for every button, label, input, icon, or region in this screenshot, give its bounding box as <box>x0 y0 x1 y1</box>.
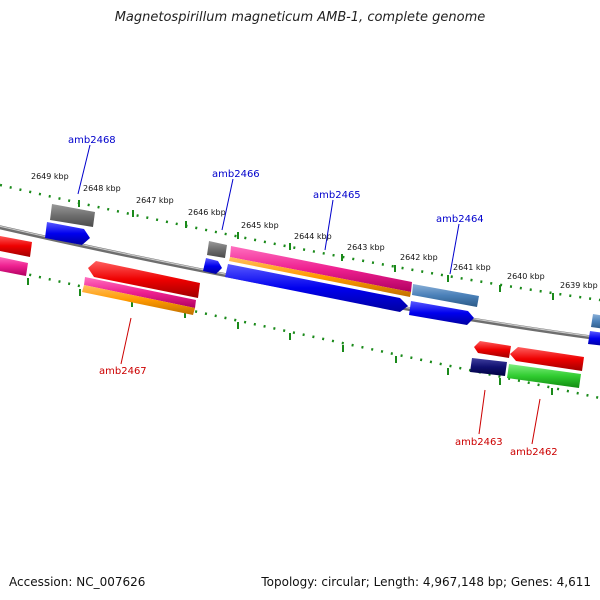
kbp-label: 2644 kbp <box>294 232 332 241</box>
gene-feature <box>591 314 600 329</box>
leader-line <box>77 144 91 195</box>
gene-feature <box>470 358 507 376</box>
kbp-label: 2639 kbp <box>560 281 598 290</box>
gene-feature <box>0 235 32 257</box>
gene-label-amb2464: amb2464 <box>436 214 484 225</box>
leader-line <box>449 223 460 275</box>
gene-feature <box>84 277 196 308</box>
kbp-label: 2642 kbp <box>400 253 438 262</box>
gene-label-amb2467: amb2467 <box>99 366 147 377</box>
gene-feature <box>412 284 479 307</box>
gene-feature <box>409 301 474 325</box>
gene-feature <box>207 241 227 258</box>
gene-label-amb2468: amb2468 <box>68 135 116 146</box>
kbp-label: 2648 kbp <box>83 184 121 193</box>
gene-label-amb2462: amb2462 <box>510 447 558 458</box>
gene-feature <box>510 347 584 371</box>
leader-line <box>120 317 132 365</box>
gene-feature <box>474 341 511 358</box>
gene-labels: amb2468 amb2466 amb2465 amb2464 amb2467 … <box>68 135 558 458</box>
gene-feature <box>507 364 581 388</box>
leader-line <box>531 398 541 445</box>
gene-feature <box>88 261 200 298</box>
leader-line <box>324 199 334 251</box>
gene-feature <box>230 246 412 292</box>
gene-feature <box>45 222 90 245</box>
gene-feature <box>225 264 408 312</box>
gene-label-amb2466: amb2466 <box>212 169 260 180</box>
outer-major-ticks <box>78 200 554 300</box>
kbp-label: 2643 kbp <box>347 243 385 252</box>
gene-feature <box>50 204 95 227</box>
forward-features <box>0 204 600 346</box>
inner-tick-track <box>0 266 600 400</box>
reverse-label-leaders <box>120 317 541 445</box>
kbp-label: 2641 kbp <box>453 263 491 272</box>
outer-tick-track <box>0 183 600 302</box>
kbp-label: 2646 kbp <box>188 208 226 217</box>
gene-feature <box>229 257 411 297</box>
gene-label-amb2463: amb2463 <box>455 437 503 448</box>
gene-feature <box>82 285 195 315</box>
forward-label-leaders <box>77 144 460 275</box>
kbp-label: 2647 kbp <box>136 196 174 205</box>
leader-line <box>221 178 234 231</box>
accession-text: Accession: NC_007626 <box>9 575 146 589</box>
gene-label-amb2465: amb2465 <box>313 190 361 201</box>
gene-feature <box>588 331 600 346</box>
leader-line <box>478 389 486 435</box>
topology-text: Topology: circular; Length: 4,967,148 bp… <box>261 575 591 589</box>
figure-title: Magnetospirillum magneticum AMB-1, compl… <box>114 10 486 25</box>
kbp-label: 2649 kbp <box>31 172 69 181</box>
kbp-labels: 2649 kbp 2648 kbp 2647 kbp 2646 kbp 2645… <box>31 172 598 290</box>
kbp-label: 2645 kbp <box>241 221 279 230</box>
gene-feature <box>0 257 28 276</box>
kbp-label: 2640 kbp <box>507 272 545 281</box>
gene-feature <box>203 258 222 274</box>
reverse-features <box>0 257 584 388</box>
